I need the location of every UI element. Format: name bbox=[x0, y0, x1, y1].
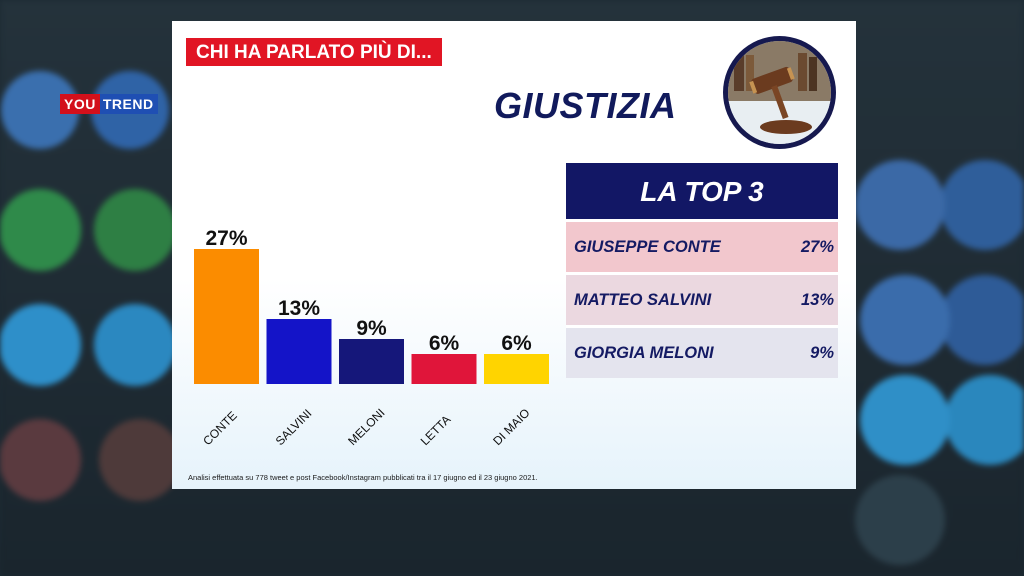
top3-value: 27% bbox=[800, 237, 834, 256]
bar-di-maio bbox=[484, 354, 549, 384]
category-label: CONTE bbox=[200, 409, 240, 449]
bar-value-label: 13% bbox=[278, 297, 320, 320]
gavel-icon bbox=[723, 36, 836, 149]
bar-conte bbox=[194, 249, 259, 384]
bar-chart: 27% CONTE 13% SALVINI 9% MELONI 6% LETTA 6% DI MA… bbox=[194, 227, 549, 449]
bar-value-label: 6% bbox=[429, 332, 460, 355]
bar-salvini bbox=[266, 319, 332, 384]
bar-letta bbox=[411, 354, 477, 384]
infographic-card: CHI HA PARLATO PIÙ DI... GIUSTIZIA bbox=[172, 21, 856, 489]
bar-value-label: 6% bbox=[501, 332, 532, 355]
category-label: SALVINI bbox=[273, 406, 315, 448]
top3-row: MATTEO SALVINI 13% bbox=[566, 272, 838, 325]
top3-name: GIUSEPPE CONTE bbox=[574, 237, 721, 256]
top3-title: LA TOP 3 bbox=[566, 163, 838, 219]
headline-banner: CHI HA PARLATO PIÙ DI... bbox=[186, 38, 442, 66]
top3-name: MATTEO SALVINI bbox=[574, 290, 712, 309]
bar-value-label: 27% bbox=[205, 227, 247, 250]
top3-value: 9% bbox=[810, 343, 834, 362]
bar-meloni bbox=[339, 339, 404, 384]
top3-row: GIUSEPPE CONTE 27% bbox=[566, 219, 838, 272]
top3-table: LA TOP 3 GIUSEPPE CONTE 27% MATTEO SALVI… bbox=[566, 163, 838, 378]
top3-value: 13% bbox=[800, 290, 834, 309]
logo-you: YOU bbox=[60, 94, 100, 114]
topic-title: GIUSTIZIA bbox=[494, 85, 677, 126]
top3-row: GIORGIA MELONI 9% bbox=[566, 325, 838, 378]
logo-trend: TREND bbox=[99, 94, 158, 114]
top3-name: GIORGIA MELONI bbox=[574, 343, 714, 362]
category-label: DI MAIO bbox=[490, 406, 532, 448]
youtrend-logo: YOU TREND bbox=[60, 94, 158, 114]
category-label: MELONI bbox=[345, 406, 387, 448]
bar-value-label: 9% bbox=[356, 317, 387, 340]
footnote: Analisi effettuata su 778 tweet e post F… bbox=[188, 473, 538, 482]
category-label: LETTA bbox=[418, 412, 454, 448]
